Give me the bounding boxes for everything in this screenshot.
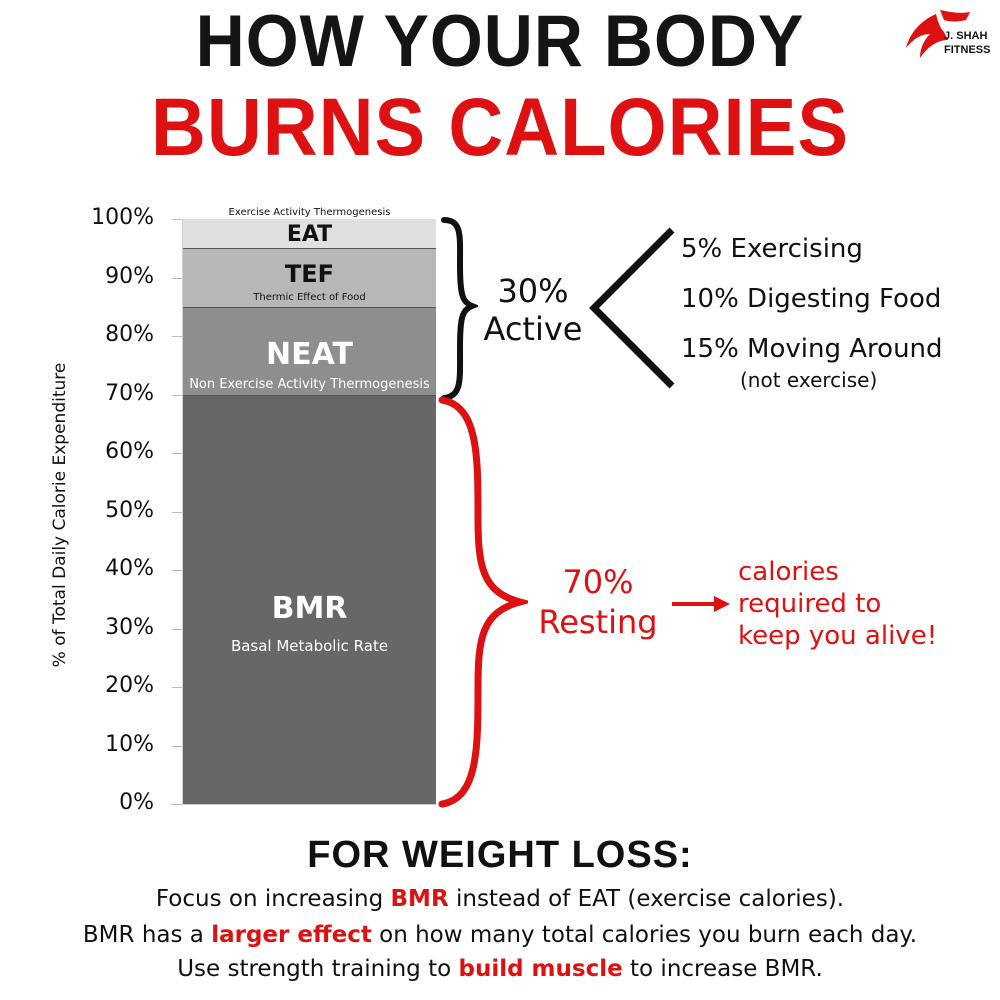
resting-desc-line-2: required to: [738, 589, 882, 619]
footer-line-2-highlight: larger effect: [211, 922, 372, 948]
segment-abbr-neat: NEAT: [266, 336, 353, 372]
y-tick-label: 100%: [91, 205, 154, 230]
logo-text-line-2: FITNESS: [944, 44, 991, 56]
footer-line-2-text-end: on how many total calories you burn each…: [371, 922, 918, 948]
y-axis-line: [182, 219, 183, 804]
split-chevron-icon: [589, 227, 675, 389]
y-tick-mark: [172, 570, 182, 571]
footer-line-2-text: BMR has a: [82, 922, 212, 948]
resting-bracket-icon: [438, 396, 528, 808]
bar-segment-tef: [183, 248, 436, 308]
footer-line-3-text: Use strength training to: [177, 956, 459, 982]
y-tick-label: 10%: [105, 731, 154, 757]
resting-desc-line-1: calories: [738, 557, 839, 587]
active-item-moving: 15% Moving Around: [681, 334, 943, 364]
title-line-1: HOW YOUR BODY: [195, 0, 805, 83]
y-tick-label: 40%: [105, 556, 154, 581]
footer-line-3-text-end: to increase BMR.: [622, 956, 823, 982]
x-axis-line: [170, 804, 436, 805]
footer-line-3-highlight: build muscle: [458, 956, 623, 982]
segment-abbr-bmr: BMR: [271, 591, 348, 627]
title-line-2: BURNS CALORIES: [150, 81, 850, 174]
footer-line-1-text: Focus on increasing: [155, 886, 391, 912]
footer-line-1-text-end: instead of EAT (exercise calories).: [448, 886, 845, 912]
y-tick-mark: [172, 336, 182, 337]
y-tick-mark: [172, 628, 182, 630]
resting-label: Resting: [538, 603, 658, 641]
y-tick-label: 60%: [105, 439, 154, 464]
footer-line-3: Use strength training to build muscle to…: [0, 956, 1000, 982]
y-tick-label: 70%: [105, 380, 154, 406]
y-axis-label: % of Total Daily Calorie Expenditure: [50, 362, 70, 668]
segment-name-tef: Thermic Effect of Food: [253, 292, 366, 304]
y-tick-label: 30%: [105, 614, 154, 640]
bar-segment-bmr: [183, 394, 436, 804]
y-tick-label: 50%: [105, 497, 154, 523]
y-tick-label: 90%: [105, 263, 154, 289]
y-tick-label: 80%: [105, 322, 154, 347]
weight-loss-heading: FOR WEIGHT LOSS:: [307, 834, 693, 876]
bar-segment-neat: [183, 306, 436, 396]
y-tick-mark: [172, 394, 182, 396]
y-tick-mark: [172, 219, 182, 220]
y-tick-mark: [172, 804, 182, 805]
bar-segment-eat: [183, 219, 436, 250]
footer-line-1-highlight: BMR: [390, 886, 449, 912]
segment-abbr-eat: EAT: [286, 222, 333, 247]
y-tick-mark: [172, 745, 182, 747]
arrow-right-icon: [672, 596, 730, 612]
footer-line-2: BMR has a larger effect on how many tota…: [0, 922, 1000, 948]
segment-name-bmr: Basal Metabolic Rate: [230, 637, 389, 656]
y-tick-label: 0%: [119, 790, 154, 815]
j-shah-fitness-logo-icon: [906, 10, 970, 58]
segment-name-neat: Non Exercise Activity Thermogenesis: [189, 376, 430, 392]
active-item-digesting: 10% Digesting Food: [681, 284, 942, 314]
active-item-exercising: 5% Exercising: [681, 234, 863, 264]
y-tick-mark: [172, 687, 182, 688]
resting-percent: 70%: [562, 563, 634, 601]
y-tick-mark: [172, 511, 182, 513]
active-label: Active: [483, 310, 583, 348]
y-tick-mark: [172, 453, 182, 454]
active-percent: 30%: [497, 272, 569, 310]
segment-name-eat: Exercise Activity Thermogenesis: [228, 207, 391, 218]
segment-abbr-tef: TEF: [284, 260, 335, 289]
footer-line-1: Focus on increasing BMR instead of EAT (…: [0, 886, 1000, 912]
y-tick-mark: [172, 277, 182, 279]
active-item-note: (not exercise): [740, 368, 878, 392]
y-tick-label: 20%: [105, 673, 154, 698]
active-bracket-icon: [441, 217, 478, 401]
resting-desc-line-3: keep you alive!: [738, 621, 938, 651]
logo-text-line-1: J. SHAH: [944, 30, 988, 42]
